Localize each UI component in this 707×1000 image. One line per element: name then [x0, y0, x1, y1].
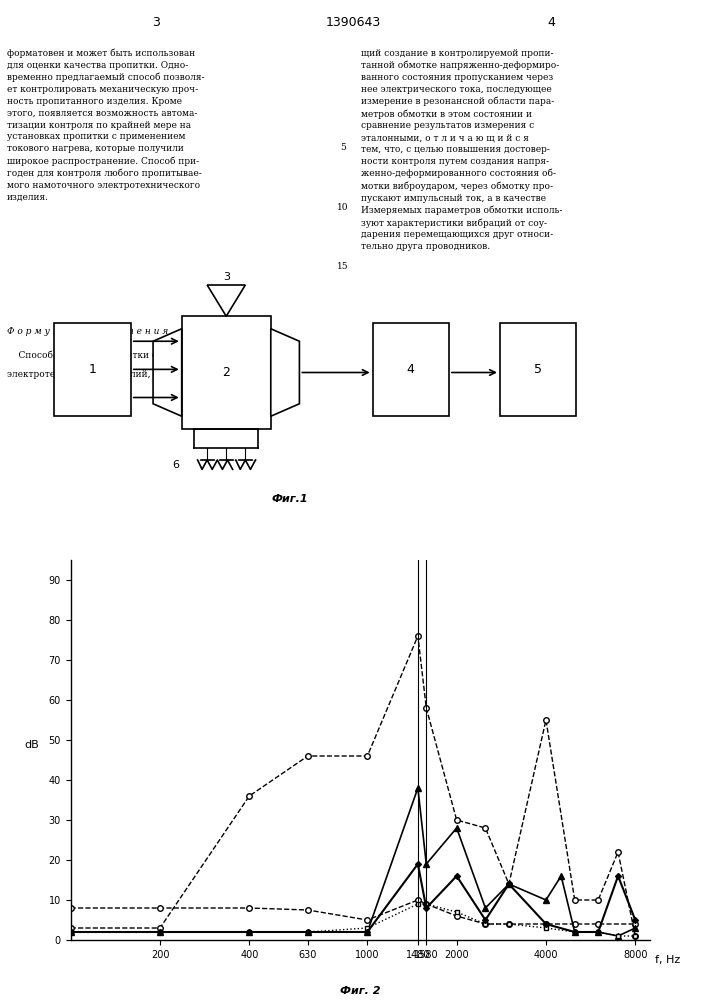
Text: 2: 2: [222, 366, 230, 379]
Y-axis label: dB: dB: [25, 740, 40, 750]
Bar: [500, 322, 576, 416]
Text: 6: 6: [172, 460, 179, 470]
Text: Фиг. 2: Фиг. 2: [340, 986, 381, 996]
Text: 3: 3: [223, 272, 230, 282]
Text: 1: 1: [88, 363, 97, 376]
X-axis label: f, Hz: f, Hz: [655, 955, 680, 965]
Bar: [182, 316, 271, 429]
Text: 3: 3: [151, 16, 160, 29]
Text: щий создание в контролируемой пропи-
танной обмотке напряженно-деформиро-
ванног: щий создание в контролируемой пропи- тан…: [361, 49, 562, 251]
Polygon shape: [207, 285, 245, 316]
Text: Ф о р м у л а   и з о б р е т е н и я: Ф о р м у л а и з о б р е т е н и я: [7, 327, 168, 336]
Text: 4: 4: [407, 363, 415, 376]
Text: 15: 15: [337, 262, 349, 271]
Text: электротехнических изделий, включаю-: электротехнических изделий, включаю-: [7, 370, 199, 379]
Text: 1390643: 1390643: [326, 16, 381, 29]
Text: Фиг.1: Фиг.1: [271, 494, 308, 504]
Text: форматовен и может быть использован
для оценки качества пропитки. Одно-
временно: форматовен и может быть использован для …: [7, 49, 204, 202]
Polygon shape: [271, 329, 300, 416]
Text: 10: 10: [337, 202, 349, 212]
Polygon shape: [153, 329, 182, 416]
Text: 5: 5: [340, 143, 346, 152]
Text: 4: 4: [547, 16, 556, 29]
Bar: [54, 322, 131, 416]
Text: 5: 5: [534, 363, 542, 376]
Text: Способ контроля пропитки обмоток: Способ контроля пропитки обмоток: [7, 351, 192, 360]
Bar: [373, 322, 449, 416]
